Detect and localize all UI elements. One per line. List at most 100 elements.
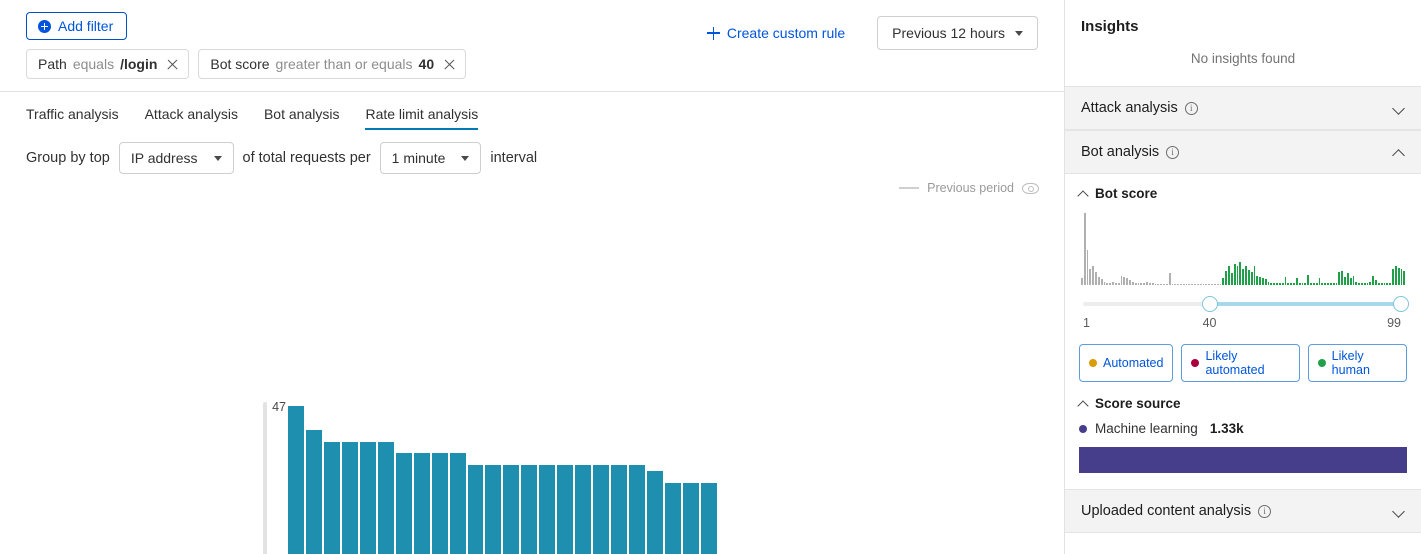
slider-handle-min[interactable]	[1201, 296, 1218, 312]
group-by-dimension-select[interactable]: IP address	[118, 142, 234, 174]
create-custom-rule-button[interactable]: Create custom rule	[706, 25, 845, 41]
chip-likely-automated[interactable]: Likely automated	[1181, 344, 1300, 382]
status-dot	[1089, 359, 1097, 367]
histogram-bar	[1369, 281, 1372, 285]
remove-filter-icon[interactable]	[166, 58, 179, 71]
histogram-bar	[1171, 283, 1174, 285]
bar[interactable]	[377, 441, 394, 554]
analysis-tabs: Traffic analysis Attack analysis Bot ana…	[0, 92, 1064, 130]
histogram-bar	[1083, 213, 1086, 285]
chip-automated[interactable]: Automated	[1079, 344, 1174, 382]
histogram-bar	[1095, 272, 1097, 285]
bar[interactable]	[521, 465, 538, 554]
tab-attack-analysis[interactable]: Attack analysis	[144, 106, 238, 122]
filter-field: Path	[38, 56, 67, 72]
histogram-bar	[1380, 282, 1383, 285]
score-source-header[interactable]: Score source	[1079, 396, 1405, 411]
tab-traffic-analysis[interactable]: Traffic analysis	[26, 106, 119, 122]
info-icon[interactable]: i	[1258, 504, 1272, 518]
info-icon[interactable]: i	[1166, 145, 1180, 159]
previous-period-legend[interactable]: Previous period	[899, 181, 1039, 195]
status-dot	[1191, 359, 1200, 367]
histogram-bar	[1151, 282, 1154, 285]
histogram-bar	[1310, 282, 1312, 285]
histogram-bar	[1287, 282, 1290, 285]
histogram-bar	[1222, 278, 1225, 285]
histogram-bar	[1315, 282, 1318, 285]
threshold-slider-track[interactable]	[263, 402, 267, 554]
bar[interactable]	[467, 465, 484, 554]
insights-title: Insights	[1081, 18, 1139, 35]
histogram-bar	[1140, 282, 1143, 285]
filter-pill-bot-score[interactable]: Bot score greater than or equals 40	[198, 49, 467, 80]
range-min-label: 1	[1083, 316, 1090, 330]
chevron-down-icon	[1394, 506, 1405, 517]
bar[interactable]	[557, 465, 574, 554]
eye-icon[interactable]	[1022, 182, 1039, 194]
histogram-bar	[1202, 283, 1205, 285]
histogram-bar	[1301, 282, 1304, 285]
histogram-bar	[1131, 281, 1134, 285]
bar[interactable]	[288, 406, 304, 554]
filter-bar: Add filter Path equals /login Bot score …	[0, 0, 1064, 92]
score-source-bar	[1079, 447, 1407, 473]
bar[interactable]	[700, 482, 717, 554]
status-dot	[1317, 359, 1326, 367]
range-selected-min-label: 40	[1202, 316, 1217, 330]
bar[interactable]	[593, 465, 610, 554]
accordion-label: Uploaded content analysis	[1081, 503, 1252, 519]
bar[interactable]	[413, 453, 430, 554]
bar[interactable]	[629, 465, 646, 554]
histogram-bar	[1120, 275, 1123, 285]
remove-filter-icon[interactable]	[443, 58, 456, 71]
slider-fill	[1209, 302, 1401, 306]
bar[interactable]	[539, 465, 556, 554]
histogram-bar	[1290, 282, 1293, 285]
bar[interactable]	[305, 429, 322, 554]
histogram-bar	[1160, 283, 1163, 285]
bar[interactable]	[449, 453, 466, 554]
histogram-bar	[1267, 281, 1270, 285]
bar[interactable]	[431, 453, 448, 554]
bar[interactable]	[395, 453, 412, 554]
bar[interactable]	[682, 482, 699, 554]
histogram-bar	[1123, 276, 1126, 285]
chevron-up-icon	[1079, 189, 1088, 198]
bar[interactable]	[359, 441, 376, 554]
accordion-bot-analysis[interactable]: Bot analysis i	[1065, 130, 1421, 174]
filter-pill-path[interactable]: Path equals /login	[26, 49, 190, 80]
bar[interactable]	[323, 441, 340, 554]
histogram-bar	[1086, 250, 1089, 285]
tab-bot-analysis[interactable]: Bot analysis	[263, 106, 340, 122]
bar[interactable]	[503, 465, 520, 554]
add-filter-button[interactable]: Add filter	[26, 12, 128, 40]
accordion-uploaded-content-analysis[interactable]: Uploaded content analysis i	[1065, 489, 1421, 533]
bar[interactable]	[485, 465, 502, 554]
time-range-select[interactable]: Previous 12 hours	[877, 16, 1038, 50]
histogram-bar	[1157, 283, 1160, 285]
slider-handle-max[interactable]	[1393, 296, 1409, 312]
histogram-bar	[1097, 276, 1100, 285]
bar-series[interactable]	[288, 406, 1040, 554]
bar[interactable]	[611, 465, 628, 554]
histogram-bar	[1329, 282, 1332, 285]
histogram-bar	[1211, 283, 1213, 285]
previous-period-label: Previous period	[927, 181, 1014, 195]
bot-score-header[interactable]: Bot score	[1079, 186, 1405, 201]
chip-label: Automated	[1103, 356, 1164, 370]
bar[interactable]	[665, 482, 681, 554]
chevron-up-icon	[1079, 399, 1088, 408]
slider-labels: 1 40 99	[1083, 316, 1401, 332]
accordion-attack-analysis[interactable]: Attack analysis i	[1065, 86, 1421, 130]
tab-rate-limit-analysis[interactable]: Rate limit analysis	[365, 106, 479, 130]
histogram-bar	[1225, 271, 1228, 285]
chip-likely-human[interactable]: Likely human	[1307, 344, 1407, 382]
bar[interactable]	[341, 441, 358, 554]
interval-select[interactable]: 1 minute	[379, 142, 482, 174]
bar[interactable]	[647, 471, 664, 554]
histogram-bar	[1117, 282, 1120, 285]
histogram-bar	[1112, 281, 1114, 285]
info-icon[interactable]: i	[1184, 101, 1198, 115]
bar[interactable]	[575, 465, 592, 554]
bot-score-range-slider[interactable]	[1083, 294, 1409, 314]
